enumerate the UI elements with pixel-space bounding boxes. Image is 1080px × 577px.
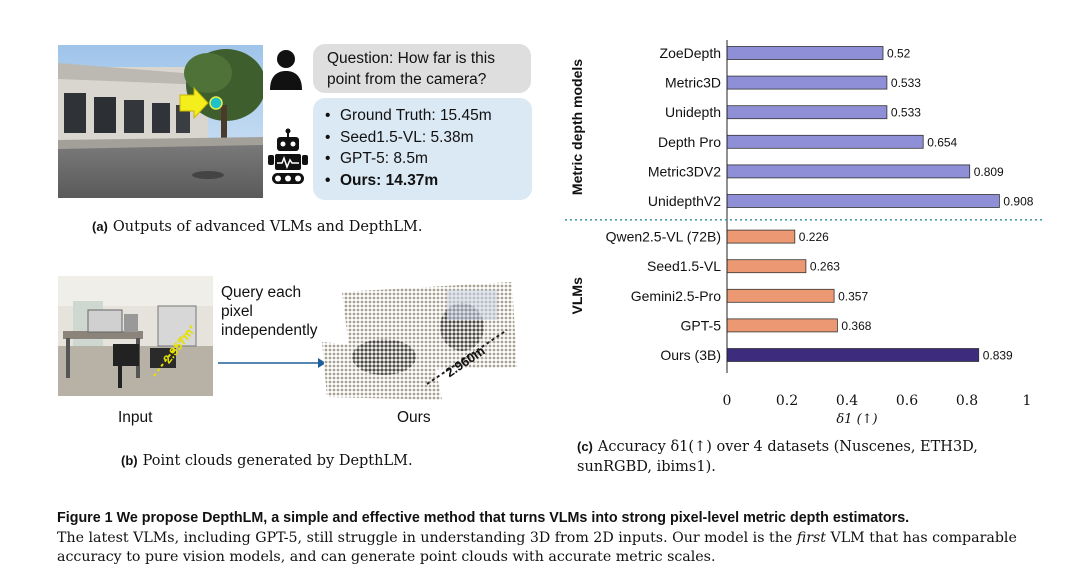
caption-c-line1: Accuracy δ1(↑) over 4 datasets (Nuscenes… [597,439,978,455]
caption-b-text: Point clouds generated by DepthLM. [142,453,413,469]
caption-b: (b) Point clouds generated by DepthLM. [121,453,413,469]
figure-caption-text: VLM that has comparable accuracy to pure… [57,529,1017,566]
bar [726,194,1000,208]
arrow-right-icon [216,355,326,371]
robot-icon [266,128,310,186]
caption-a: (a) Outputs of advanced VLMs and DepthLM. [92,219,422,235]
caption-c-tag: (c) [577,439,593,454]
input-label: Input [118,409,153,426]
category-label: Gemini2.5-Pro [631,288,721,304]
question-text: Question: How far is this point from the… [327,50,495,88]
x-tick-label: 1 [1023,393,1032,409]
x-tick-label: 0.6 [896,393,918,409]
answer-item: GPT-5: 8.5m [325,148,532,170]
bar [726,164,971,179]
bar [726,105,888,120]
caption-c-line2: sunRGBD, ibims1). [577,459,716,475]
answer-item-ours: Ours: 14.37m [325,170,532,192]
value-label: 0.654 [927,135,957,149]
question-bubble: Question: How far is this point from the… [313,44,531,93]
value-label: 0.368 [841,319,871,333]
caption-a-text: Outputs of advanced VLMs and DepthLM. [112,219,423,235]
category-label: Depth Pro [658,134,721,150]
bar [726,318,838,333]
category-label: Qwen2.5-VL (72B) [606,229,721,245]
category-label: Ours (3B) [660,347,721,363]
value-label: 0.533 [891,76,921,90]
answer-bubble: Ground Truth: 15.45m Seed1.5-VL: 5.38m G… [313,98,532,200]
office-photo: 2.957m [58,276,213,396]
street-photo [58,45,263,198]
answer-list: Ground Truth: 15.45m Seed1.5-VL: 5.38m G… [325,105,532,191]
user-icon [268,48,304,90]
bar [726,229,796,244]
bar [726,348,980,362]
value-label: 0.908 [1003,195,1033,209]
group-title: VLMs [569,277,585,315]
accuracy-bar-chart: ZoeDepth 0.52 Metric3D 0.533 Unidepth 0.533 De… [565,40,1045,427]
output-label: Ours [397,409,431,426]
value-label: 0.839 [983,349,1013,363]
value-label: 0.52 [887,47,911,61]
figure-caption-body: The latest VLMs, including GPT-5, still … [57,529,1057,568]
bar [726,259,807,274]
answer-item: Ground Truth: 15.45m [325,105,532,127]
category-label: Metric3D [665,75,721,91]
query-line: pixel [221,303,253,320]
answer-item: Seed1.5-VL: 5.38m [325,127,532,149]
value-label: 0.809 [974,165,1004,179]
category-label: GPT-5 [681,317,722,333]
bar [726,46,884,60]
value-label: 0.533 [891,106,921,120]
category-label: Metric3DV2 [648,163,721,179]
category-label: Seed1.5-VL [647,258,721,274]
value-label: 0.226 [799,230,829,244]
category-label: ZoeDepth [660,45,721,61]
x-tick-label: 0.8 [956,393,978,409]
bar [726,75,888,90]
query-line: Query each [221,284,302,301]
bar [726,288,835,303]
figure-caption-text: The latest VLMs, including GPT-5, still … [57,529,797,546]
x-axis-label: δ1 (↑) [836,412,877,427]
caption-b-tag: (b) [121,453,138,468]
x-tick-label: 0.2 [776,393,798,409]
bar [726,134,924,149]
category-label: Unidepth [665,104,721,120]
x-tick-label: 0 [723,393,732,409]
query-text: Query each pixel independently [221,283,318,340]
value-label: 0.263 [810,260,840,274]
value-label: 0.357 [838,289,868,303]
figure-caption-first: first [796,529,826,546]
figure-caption: Figure 1 We propose DepthLM, a simple an… [57,509,1057,568]
query-line: independently [221,322,318,339]
caption-a-tag: (a) [92,219,108,234]
point-cloud: 2.960m [312,272,527,402]
figure-caption-lead: Figure 1 We propose DepthLM, a simple an… [57,510,910,526]
x-tick-label: 0.4 [836,393,858,409]
caption-c: (c) Accuracy δ1(↑) over 4 datasets (Nusce… [577,439,978,455]
group-title: Metric depth models [569,59,585,195]
category-label: UnidepthV2 [648,193,721,209]
